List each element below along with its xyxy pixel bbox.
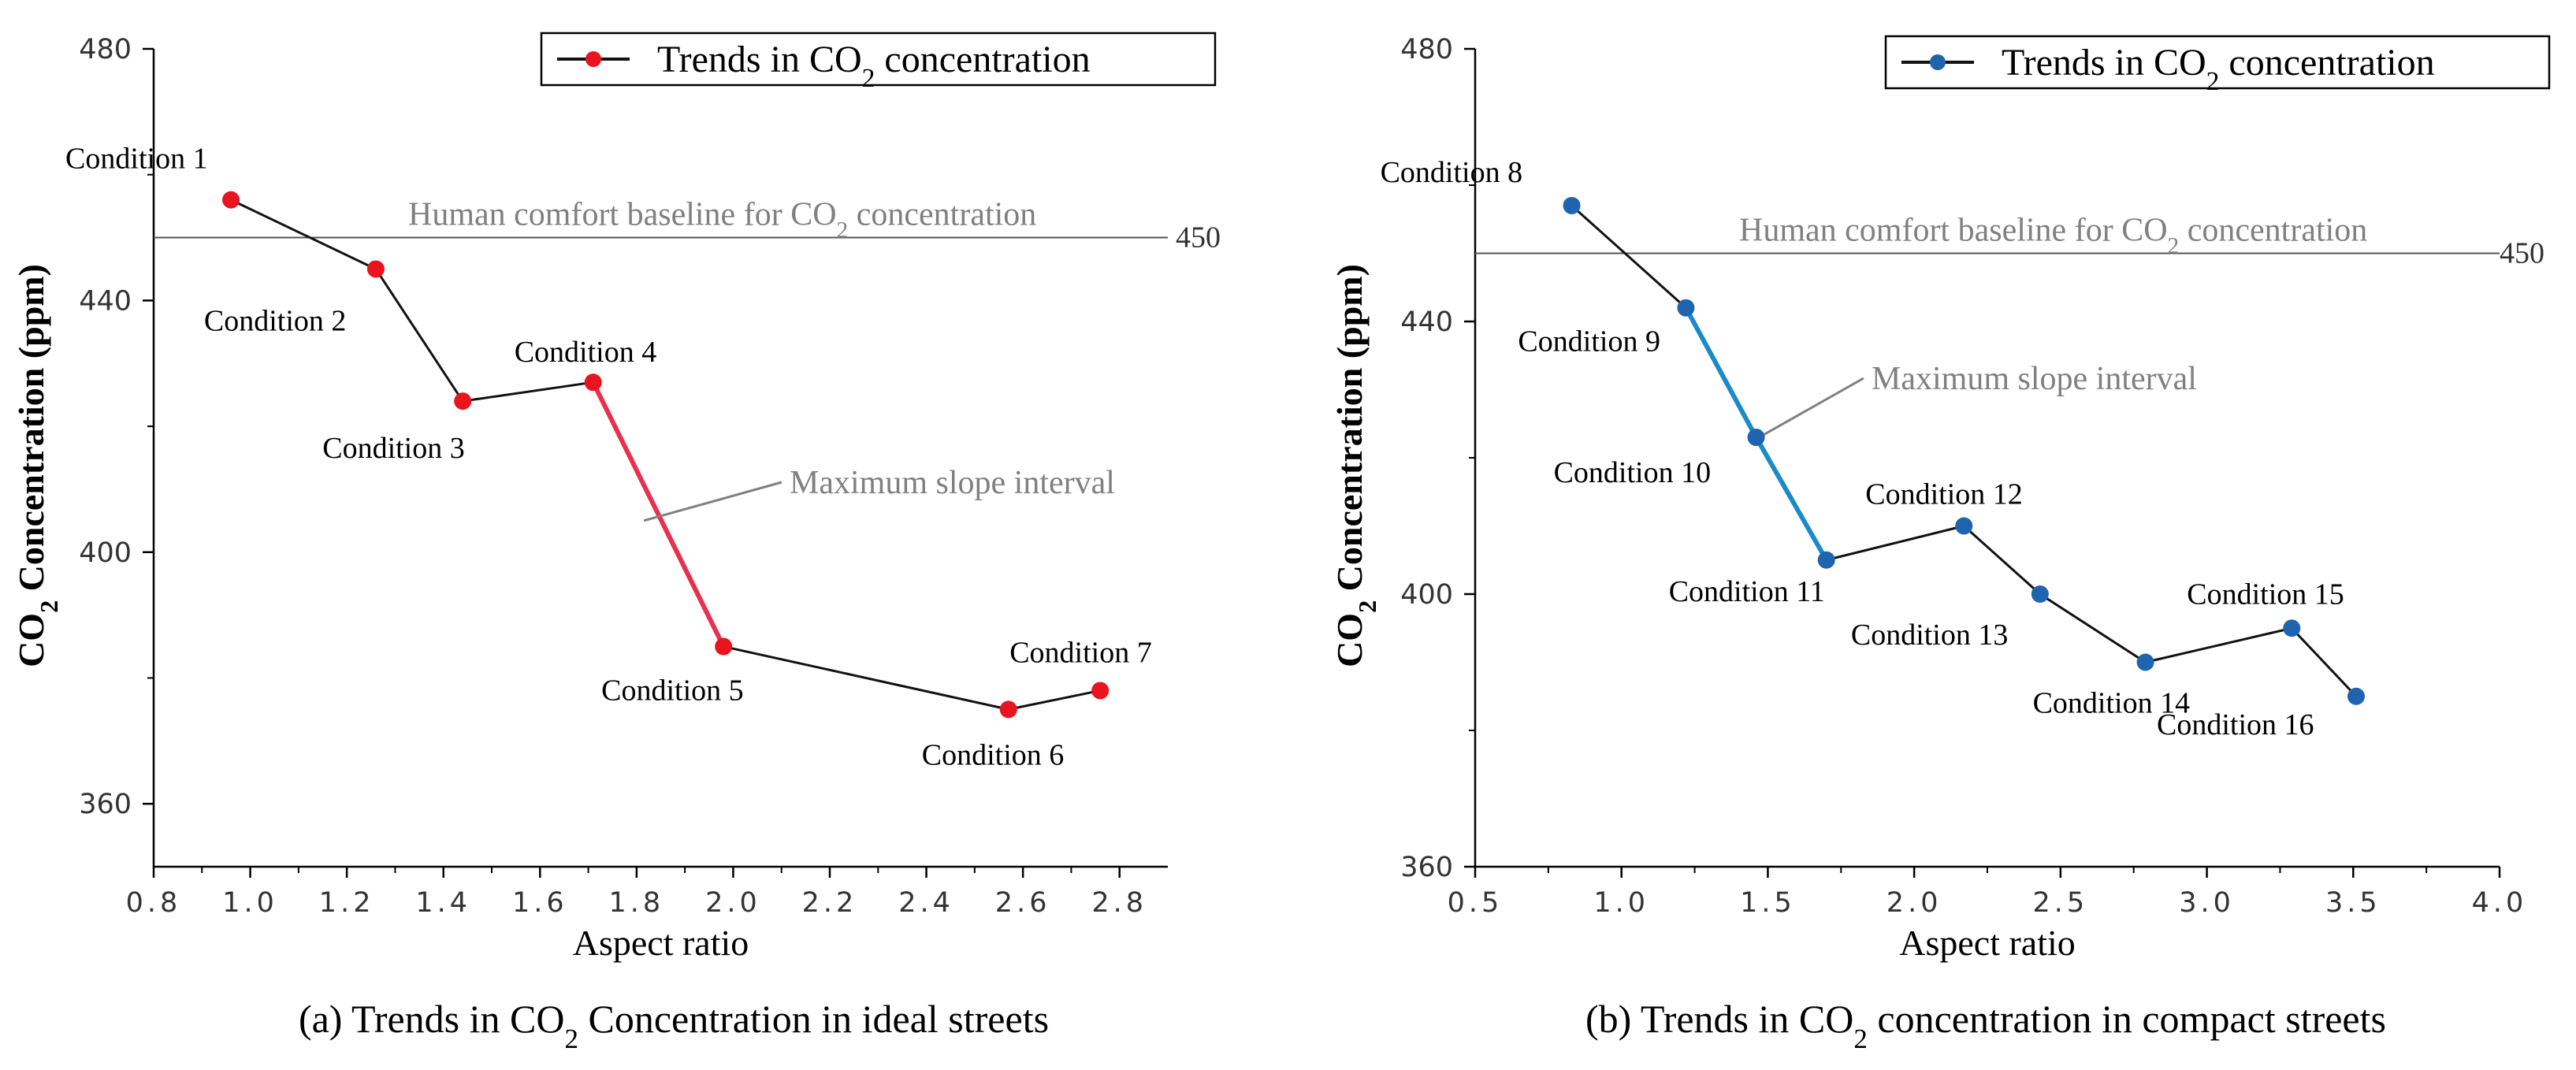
chart-panel-a: 0.8 1.0 1.2 1.4 1.6 1.8 2.0 2.2 2.4 2.6 2.8 360 400 4… xyxy=(11,32,1221,1054)
x-tick-label: 3.5 xyxy=(2325,887,2381,919)
data-point xyxy=(999,700,1017,719)
legend-marker xyxy=(1930,54,1946,70)
data-point xyxy=(1677,299,1695,317)
series-segment xyxy=(2291,627,2358,697)
data-point-label: Condition 7 xyxy=(1009,636,1152,669)
y-tick-label: 400 xyxy=(1400,579,1453,611)
series-segment xyxy=(1826,525,1965,562)
y-tick-label: 480 xyxy=(79,34,132,65)
legend-box xyxy=(540,32,1217,87)
x-tick-label: 1.0 xyxy=(222,887,278,919)
x-tick-label: 1.6 xyxy=(512,887,568,919)
x-tick-label: 0.8 xyxy=(126,887,182,919)
legend-marker xyxy=(585,51,601,67)
data-point-label: Condition 14 xyxy=(2033,687,2191,720)
data-point xyxy=(2347,687,2365,705)
x-tick-label: 1.8 xyxy=(609,887,665,919)
x-tick-label: 1.2 xyxy=(319,887,375,919)
x-tick-label: 1.4 xyxy=(415,887,471,919)
data-point-label: Condition 6 xyxy=(922,738,1065,771)
x-tick-label: 2.5 xyxy=(2033,887,2089,919)
x-tick-label: 3.0 xyxy=(2179,887,2235,919)
data-point-label: Condition 9 xyxy=(1518,325,1660,359)
series-segment xyxy=(2039,593,2147,663)
data-point-label: Condition 12 xyxy=(1865,478,2023,511)
max-slope-segment xyxy=(591,381,726,648)
data-point xyxy=(715,637,733,656)
x-tick-label: 4.0 xyxy=(2472,887,2528,919)
data-point-label: Condition 15 xyxy=(2187,578,2344,611)
data-point-label: Condition 13 xyxy=(1851,619,2009,652)
series-segment xyxy=(723,645,1009,711)
legend-label: Trends in CO2 concentration xyxy=(657,39,1091,93)
data-point xyxy=(2136,653,2154,671)
x-tick-label: 2.8 xyxy=(1091,887,1147,919)
series-segment xyxy=(1008,689,1101,711)
series-segment xyxy=(1963,525,2041,596)
x-axis-label: Aspect ratio xyxy=(573,923,749,963)
data-point-label: Condition 11 xyxy=(1669,575,1825,608)
series-segment xyxy=(1571,204,1687,309)
y-tick-label: 400 xyxy=(79,537,132,569)
figure-caption: (a) Trends in CO2 Concentration in ideal… xyxy=(299,997,1049,1054)
series-segment xyxy=(374,268,464,402)
y-axis-label: CO2 Concentration (ppm) xyxy=(11,264,63,667)
max-slope-leader xyxy=(643,481,782,522)
x-tick-label: 2.2 xyxy=(802,887,858,919)
x-tick-label: 2.4 xyxy=(898,887,954,919)
data-point xyxy=(2031,585,2049,603)
max-slope-label: Maximum slope interval xyxy=(1872,361,2197,397)
data-point xyxy=(1817,551,1835,569)
chart-panel-b: 0.5 1.0 1.5 2.0 2.5 3.0 3.5 4.0 360 400 440 480 Aspe… xyxy=(1329,34,2551,1054)
y-tick-label: 360 xyxy=(79,789,132,820)
baseline-value: 450 xyxy=(2500,237,2544,270)
figure-caption: (b) Trends in CO2 concentration in compa… xyxy=(1585,997,2386,1054)
legend: Trends in CO2 concentration xyxy=(1884,35,2551,96)
series-segment xyxy=(230,199,377,270)
legend-label: Trends in CO2 concentration xyxy=(2002,42,2435,96)
x-tick-label: 2.0 xyxy=(705,887,761,919)
legend-box xyxy=(1884,35,2551,90)
data-point-label: Condition 4 xyxy=(515,336,657,369)
data-point xyxy=(584,373,602,392)
data-point xyxy=(2283,619,2301,637)
series-segment xyxy=(2145,626,2292,663)
max-slope-segment xyxy=(1753,436,1829,562)
x-axis-label: Aspect ratio xyxy=(1899,923,2076,963)
data-point xyxy=(1563,196,1581,214)
baseline-label: Human comfort baseline for CO2 concentra… xyxy=(408,197,1036,243)
x-tick-label: 1.5 xyxy=(1740,887,1796,919)
max-slope-label: Maximum slope interval xyxy=(790,465,1115,501)
data-point xyxy=(1091,682,1110,700)
data-point xyxy=(1955,517,1973,535)
x-tick-label: 1.0 xyxy=(1593,887,1649,919)
data-point xyxy=(1747,429,1765,447)
data-point xyxy=(366,260,385,278)
baseline-label: Human comfort baseline for CO2 concentra… xyxy=(1739,213,2367,259)
data-point-label: Condition 10 xyxy=(1554,456,1712,489)
data-point xyxy=(222,191,240,209)
data-point-label: Condition 3 xyxy=(322,432,465,465)
legend: Trends in CO2 concentration xyxy=(540,32,1217,93)
series-segment xyxy=(463,381,593,403)
x-tick-label: 2.0 xyxy=(1886,887,1942,919)
data-point-label: Condition 1 xyxy=(65,143,208,176)
max-slope-leader xyxy=(1758,377,1864,439)
x-tick-label: 0.5 xyxy=(1448,887,1504,919)
max-slope-segment xyxy=(1683,307,1759,439)
data-point-label: Condition 8 xyxy=(1381,156,1523,189)
data-point xyxy=(454,392,472,411)
y-tick-label: 440 xyxy=(1400,307,1453,338)
y-tick-label: 440 xyxy=(79,285,132,317)
y-axis-label: CO2 Concentration (ppm) xyxy=(1329,264,1381,667)
x-tick-label: 2.6 xyxy=(995,887,1051,919)
y-tick-label: 480 xyxy=(1400,34,1453,65)
data-point-label: Condition 5 xyxy=(601,674,744,708)
baseline-value: 450 xyxy=(1176,221,1221,254)
data-point-label: Condition 2 xyxy=(204,304,347,337)
y-tick-label: 360 xyxy=(1400,852,1453,883)
data-point-label: Condition 16 xyxy=(2157,708,2314,741)
